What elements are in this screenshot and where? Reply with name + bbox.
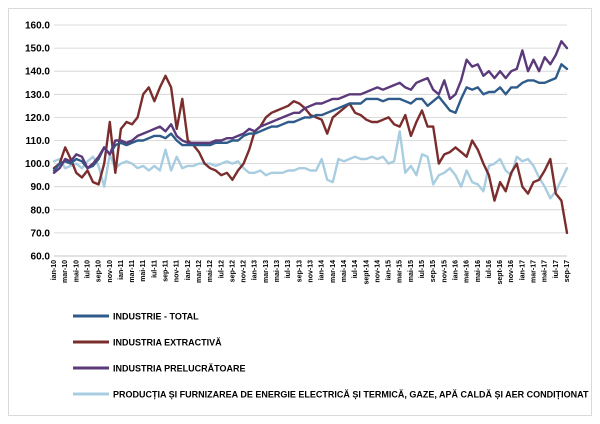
x-tick-label: nov-11 <box>174 260 181 282</box>
x-tick-label: sep-17 <box>564 260 571 282</box>
x-tick-label: mar-15 <box>397 260 404 283</box>
legend-label-3: PRODUCȚIA ȘI FURNIZAREA DE ENERGIE ELECT… <box>113 390 589 400</box>
y-tick-label: 140.0 <box>25 67 50 78</box>
y-tick-label: 150.0 <box>25 44 50 55</box>
x-tick-label: nov-10 <box>107 260 114 283</box>
x-tick-label: mai-15 <box>408 260 415 282</box>
x-tick-label: sep-15 <box>430 260 437 282</box>
y-tick-label: 60.0 <box>31 252 51 263</box>
x-tick-label: ian-16 <box>452 260 459 280</box>
x-tick-label: ian-14 <box>319 260 326 280</box>
x-tick-label: iul-15 <box>419 260 426 278</box>
x-tick-label: ian-15 <box>386 260 393 280</box>
series-line-0 <box>52 63 569 172</box>
x-tick-label: mai-10 <box>73 260 80 282</box>
x-tick-label: mar-16 <box>464 260 471 283</box>
x-tick-label: mai-16 <box>475 260 482 282</box>
x-tick-label: ian-10 <box>51 260 58 280</box>
x-tick-label: ian-11 <box>118 260 125 280</box>
x-axis: ian-10 mar-10 mai-10 iul-10 sep-10 nov-10 ian-… <box>51 255 571 285</box>
legend-label-2: INDUSTRIA PRELUCRĂTOARE <box>113 364 246 374</box>
chart-frame: 160.0 150.0 140.0 130.0 120.0 110.0 100.0 90.0 8… <box>8 8 592 416</box>
x-tick-label: mai-14 <box>341 260 348 282</box>
series-line-2 <box>52 40 569 175</box>
x-tick-label: nov-12 <box>241 260 248 283</box>
series-line-3 <box>52 130 569 200</box>
x-tick-label: mai-13 <box>274 260 281 282</box>
x-tick-label: mar-14 <box>330 260 337 283</box>
legend-label-1: INDUSTRIA EXTRACTIVĂ <box>113 338 222 348</box>
y-tick-label: 130.0 <box>25 90 50 101</box>
series-layer <box>52 40 569 235</box>
x-tick-label: ian-13 <box>252 260 259 280</box>
x-tick-label: iul-12 <box>218 260 225 278</box>
x-tick-label: iul-13 <box>285 260 292 278</box>
y-tick-label: 90.0 <box>31 182 51 193</box>
x-tick-label: sep-12 <box>229 260 236 282</box>
x-tick-label: iul-17 <box>553 260 560 278</box>
y-tick-label: 120.0 <box>25 113 50 124</box>
y-tick-label: 160.0 <box>25 21 50 32</box>
x-tick-label: mar-13 <box>263 260 270 283</box>
x-tick-label: nov-13 <box>308 260 315 283</box>
x-tick-label: sep-10 <box>96 260 103 282</box>
line-chart: 160.0 150.0 140.0 130.0 120.0 110.0 100.0 90.0 8… <box>25 21 589 400</box>
y-tick-label: 100.0 <box>25 159 50 170</box>
x-tick-label: sep-13 <box>296 260 303 282</box>
x-tick-label: mar-10 <box>62 260 69 283</box>
x-tick-label: ian-17 <box>519 260 526 280</box>
x-tick-label: mar-17 <box>531 260 538 283</box>
x-tick-label: mar-11 <box>129 260 136 283</box>
y-tick-label: 110.0 <box>26 136 51 147</box>
x-tick-label: nov-15 <box>441 260 448 283</box>
series-line-1 <box>52 74 569 235</box>
y-tick-label: 70.0 <box>31 228 51 239</box>
x-tick-label: sept-14 <box>363 260 370 285</box>
x-tick-label: mai-17 <box>542 260 549 282</box>
y-tick-label: 80.0 <box>31 205 51 216</box>
legend-label-0: INDUSTRIE - TOTAL <box>113 312 199 322</box>
y-axis: 160.0 150.0 140.0 130.0 120.0 110.0 100.0 90.0 8… <box>25 21 50 263</box>
x-tick-label: mai-12 <box>207 260 214 282</box>
x-tick-label: iul-11 <box>151 260 158 278</box>
x-tick-label: sep-11 <box>163 260 170 282</box>
x-tick-label: iul-10 <box>84 260 91 278</box>
x-tick-label: mai-11 <box>140 260 147 282</box>
x-tick-label: nov-16 <box>508 260 515 283</box>
x-tick-label: iul-14 <box>352 260 359 278</box>
x-tick-label: nov-14 <box>374 260 381 283</box>
x-tick-label: mar-12 <box>196 260 203 283</box>
x-tick-label: iul-16 <box>486 260 493 278</box>
x-tick-label: ian-12 <box>185 260 192 280</box>
x-tick-label: sept-16 <box>497 260 504 285</box>
legend: INDUSTRIE - TOTAL INDUSTRIA EXTRACTIVĂ IND… <box>73 312 589 400</box>
